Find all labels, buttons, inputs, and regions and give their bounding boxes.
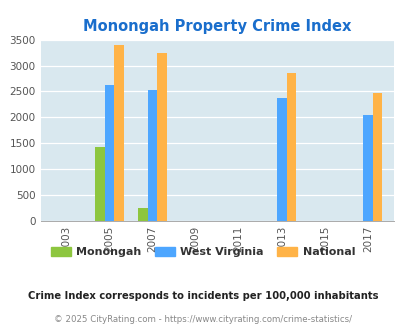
Text: © 2025 CityRating.com - https://www.cityrating.com/crime-statistics/: © 2025 CityRating.com - https://www.city…: [54, 315, 351, 324]
Bar: [147, 90, 157, 221]
Bar: [104, 85, 114, 221]
Bar: [362, 115, 372, 221]
Bar: [157, 52, 166, 221]
Bar: [286, 73, 295, 221]
Bar: [138, 208, 147, 221]
Title: Monongah Property Crime Index: Monongah Property Crime Index: [83, 19, 351, 34]
Bar: [114, 45, 124, 221]
Bar: [276, 98, 286, 221]
Bar: [95, 148, 104, 221]
Text: Crime Index corresponds to incidents per 100,000 inhabitants: Crime Index corresponds to incidents per…: [28, 291, 377, 301]
Legend: Monongah, West Virginia, National: Monongah, West Virginia, National: [46, 243, 359, 262]
Bar: [372, 93, 381, 221]
